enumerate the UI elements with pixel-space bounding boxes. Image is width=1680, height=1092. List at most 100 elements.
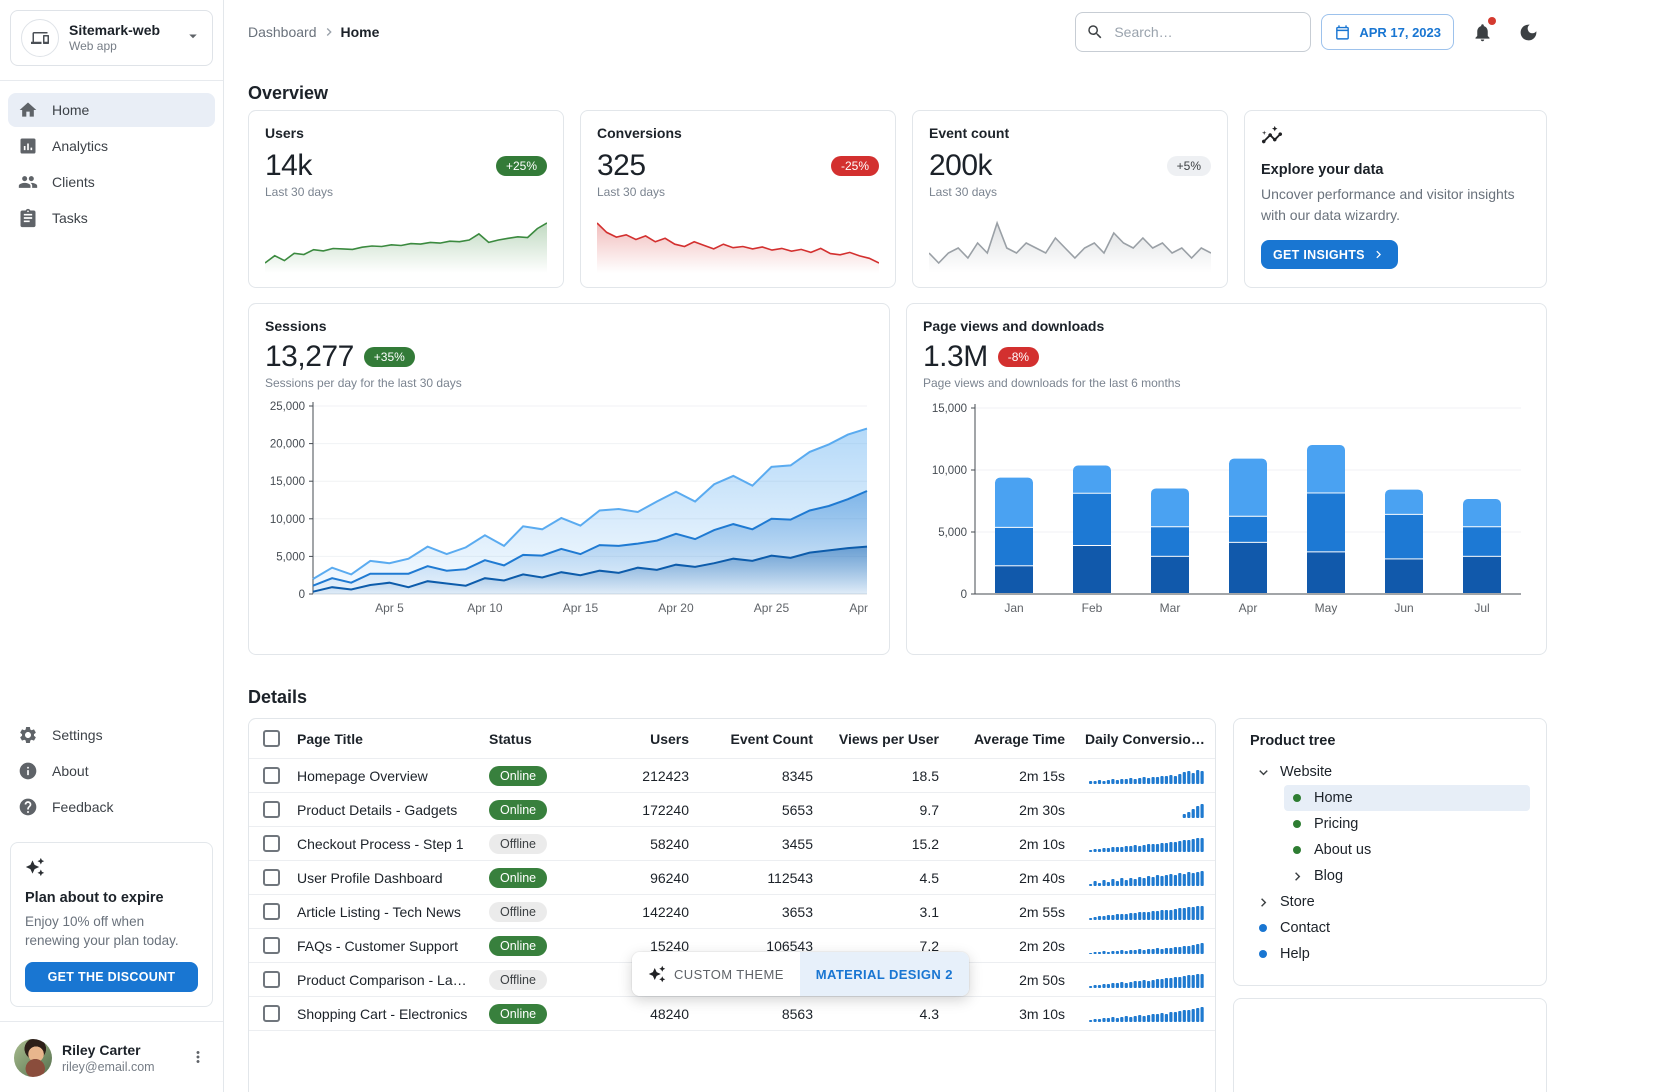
custom-theme-label: CUSTOM THEME: [674, 966, 784, 982]
stat-trend-chip: +25%: [495, 156, 547, 176]
sidebar-nav: Home Analytics Clients Tasks: [0, 85, 223, 243]
sidebar-item-feedback[interactable]: Feedback: [8, 790, 215, 824]
table-row[interactable]: Checkout Process - Step 1 Offline 58240 345…: [249, 826, 1215, 861]
date-picker-button[interactable]: APR 17, 2023: [1321, 14, 1454, 50]
cell-status: Online: [479, 860, 583, 895]
row-checkbox[interactable]: [263, 801, 280, 819]
tree-item-contact[interactable]: Contact: [1250, 915, 1530, 941]
theme-switcher: CUSTOM THEME MATERIAL DESIGN 2: [632, 952, 969, 996]
cell-event-count: 8563: [699, 996, 823, 1031]
sidebar-item-about[interactable]: About: [8, 754, 215, 788]
svg-text:Apr 30: Apr 30: [849, 601, 871, 615]
workspace-select[interactable]: Sitemark-web Web app: [10, 10, 213, 66]
cell-views-per-user: 4.3: [823, 996, 949, 1031]
explore-data-card: Explore your data Uncover performance an…: [1244, 110, 1547, 288]
col-header-average-time[interactable]: Average Time: [949, 719, 1075, 759]
search-input[interactable]: [1112, 23, 1301, 41]
table-row[interactable]: Homepage Overview Online 212423 8345 18.5 2m …: [249, 758, 1215, 793]
chevron-down-icon: [1254, 763, 1272, 781]
main-content: Dashboard Home APR 17, 2023: [224, 0, 1680, 1092]
tree-item-label: Blog: [1314, 868, 1344, 884]
get-insights-button[interactable]: GET INSIGHTS: [1261, 240, 1398, 269]
nav-label: Clients: [52, 174, 95, 190]
cell-status: Offline: [479, 962, 583, 997]
cell-users: 142240: [583, 894, 699, 929]
chevron-down-icon: [1258, 769, 1268, 775]
select-all-checkbox[interactable]: [263, 730, 280, 748]
svg-text:Apr 5: Apr 5: [375, 601, 404, 615]
nav-label: Settings: [52, 727, 103, 743]
row-checkbox[interactable]: [263, 971, 280, 989]
topbar: Dashboard Home APR 17, 2023: [248, 12, 1546, 52]
details-title: Details: [248, 686, 308, 707]
row-checkbox[interactable]: [263, 903, 280, 921]
table-row[interactable]: Article Listing - Tech News Offline 142240…: [249, 894, 1215, 929]
plan-expiry-card: Plan about to expire Enjoy 10% off when …: [10, 842, 213, 1007]
user-meta: Riley Carter riley@email.com: [62, 1042, 175, 1075]
tree-item-about-us[interactable]: About us: [1284, 837, 1530, 863]
pageviews-bar-chart: 0 5,000 10,000 15,000 Jan Feb Mar Apr May Jun Jul: [932, 403, 1521, 615]
table-header-row: Page Title Status Users Event Count View…: [249, 719, 1215, 759]
svg-text:15,000: 15,000: [932, 403, 967, 415]
col-header-users[interactable]: Users: [583, 719, 699, 759]
table-row[interactable]: User Profile Dashboard Online 96240 112543 4…: [249, 860, 1215, 895]
sidebar-item-analytics[interactable]: Analytics: [8, 129, 215, 163]
row-checkbox[interactable]: [263, 1005, 280, 1023]
get-insights-label: GET INSIGHTS: [1273, 247, 1365, 262]
notification-badge: [1488, 17, 1496, 25]
svg-text:Jan: Jan: [1004, 601, 1023, 615]
gear-icon: [20, 727, 36, 743]
users-sparkline: [265, 222, 547, 273]
get-discount-button[interactable]: GET THE DISCOUNT: [25, 962, 198, 992]
notifications-button[interactable]: [1464, 14, 1500, 50]
tree-item-label: About us: [1314, 842, 1372, 858]
row-checkbox[interactable]: [263, 869, 280, 887]
row-checkbox[interactable]: [263, 937, 280, 955]
status-badge: Online: [489, 1003, 548, 1024]
details-row: Page Title Status Users Event Count View…: [248, 718, 1547, 1092]
svg-text:0: 0: [961, 589, 967, 601]
nav-label: Feedback: [52, 799, 114, 815]
chevron-right-icon: [1260, 897, 1266, 907]
breadcrumb-dashboard[interactable]: Dashboard: [248, 24, 317, 40]
tree-item-label: Pricing: [1314, 816, 1359, 832]
workspace-name: Sitemark-web: [69, 22, 161, 38]
dark-mode-toggle[interactable]: [1510, 14, 1546, 50]
table-row[interactable]: Product Details - Gadgets Online 172240 565…: [249, 792, 1215, 827]
cell-status: Online: [479, 928, 583, 963]
cell-page-title: Product Comparison - Lapt…: [287, 962, 479, 997]
svg-text:5,000: 5,000: [938, 527, 967, 539]
dot-blue-bullet: [1254, 945, 1272, 963]
analytics-icon: [20, 138, 36, 154]
col-header-views-per-user[interactable]: Views per User: [823, 719, 949, 759]
col-header-daily-conversions[interactable]: Daily Conversions: [1075, 719, 1215, 759]
stat-value: 325: [597, 149, 646, 182]
cell-status: Online: [479, 792, 583, 827]
sidebar-item-tasks[interactable]: Tasks: [8, 201, 215, 235]
svg-text:10,000: 10,000: [270, 514, 305, 526]
sidebar-item-clients[interactable]: Clients: [8, 165, 215, 199]
row-checkbox[interactable]: [263, 835, 280, 853]
sidebar-item-settings[interactable]: Settings: [8, 718, 215, 752]
svg-text:20,000: 20,000: [270, 439, 305, 451]
custom-theme-button[interactable]: CUSTOM THEME: [632, 952, 800, 996]
material-design-2-button[interactable]: MATERIAL DESIGN 2: [799, 952, 969, 996]
tree-item-pricing[interactable]: Pricing: [1284, 811, 1530, 837]
row-checkbox[interactable]: [263, 767, 280, 785]
tree-item-store[interactable]: Store: [1250, 889, 1530, 915]
tree-item-help[interactable]: Help: [1250, 941, 1530, 967]
user-menu-button[interactable]: [185, 1044, 211, 1073]
people-icon: [18, 176, 38, 188]
col-header-status[interactable]: Status: [479, 719, 583, 759]
tree-item-blog[interactable]: Blog: [1284, 863, 1530, 889]
cell-daily-conversions: [1075, 962, 1215, 997]
col-header-page-title[interactable]: Page Title: [287, 719, 479, 759]
sidebar-item-home[interactable]: Home: [8, 93, 215, 127]
svg-text:25,000: 25,000: [270, 401, 305, 413]
tree-item-home[interactable]: Home: [1284, 785, 1530, 811]
top-controls: APR 17, 2023: [1075, 12, 1546, 52]
pageviews-caption: Page views and downloads for the last 6 …: [923, 376, 1181, 390]
col-header-event-count[interactable]: Event Count: [699, 719, 823, 759]
table-row[interactable]: Shopping Cart - Electronics Online 48240 85…: [249, 996, 1215, 1031]
tree-item-website[interactable]: Website: [1250, 759, 1530, 785]
